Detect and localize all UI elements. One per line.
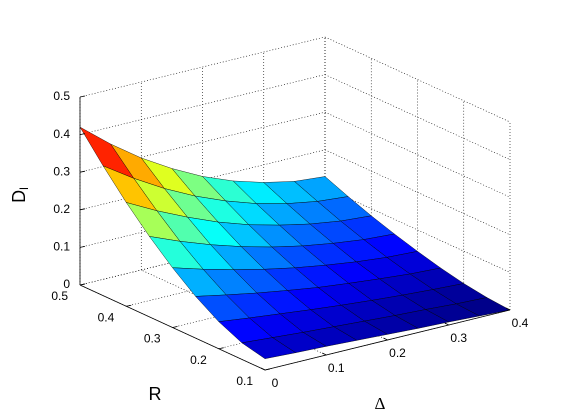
- z-label-subscript: l: [17, 187, 31, 190]
- tick-mark: [79, 170, 86, 173]
- z-tick-label: 0.1: [53, 240, 70, 254]
- surface: [79, 126, 511, 359]
- tick-mark: [383, 337, 388, 341]
- tick-mark: [260, 367, 266, 371]
- y-tick-label: 0.4: [98, 310, 115, 324]
- grid-line: [324, 149, 511, 236]
- y-tick-label: 0.2: [190, 353, 207, 367]
- grid-line: [324, 111, 511, 198]
- tick-mark: [172, 326, 178, 328]
- z-tick-label: 0.2: [53, 202, 70, 216]
- z-tick-label: 0.5: [53, 89, 70, 103]
- x-axis-label: Δ: [375, 394, 386, 413]
- z-axis-label: Dl: [9, 187, 31, 203]
- y-tick-label: 0.1: [236, 374, 253, 388]
- tick-mark: [79, 283, 86, 286]
- grid-line: [79, 74, 326, 135]
- tick-mark: [79, 133, 86, 135]
- tick-mark: [79, 246, 86, 248]
- tick-mark: [322, 352, 327, 356]
- x-tick-label: 0.1: [328, 361, 345, 375]
- z-label-text: D: [9, 190, 29, 203]
- z-tick-label: 0: [63, 277, 70, 291]
- tick-mark: [126, 304, 132, 307]
- grid-line: [79, 36, 326, 98]
- y-tick-label: 0.5: [51, 289, 68, 303]
- grid-line: [324, 36, 511, 123]
- y-axis-label: R: [149, 384, 162, 404]
- tick-mark: [79, 208, 86, 211]
- surface-patch: [241, 337, 297, 359]
- tick-mark: [505, 307, 511, 311]
- x-tick-label: 0.2: [389, 346, 406, 360]
- y-tick-label: 0.3: [144, 332, 161, 346]
- grid-line: [324, 74, 511, 160]
- x-tick-label: 0: [272, 376, 279, 390]
- tick-mark: [79, 95, 86, 98]
- tick-mark: [218, 347, 224, 350]
- x-tick-label: 0.4: [512, 316, 529, 330]
- x-tick-label: 0.3: [450, 331, 467, 345]
- z-tick-label: 0.4: [53, 127, 70, 141]
- tick-mark: [444, 322, 449, 326]
- tick-mark: [264, 368, 271, 371]
- z-tick-label: 0.3: [53, 164, 70, 178]
- axes: 00.10.20.30.40.50.10.20.30.40.500.10.20.…: [51, 89, 528, 390]
- grid-line: [324, 187, 511, 273]
